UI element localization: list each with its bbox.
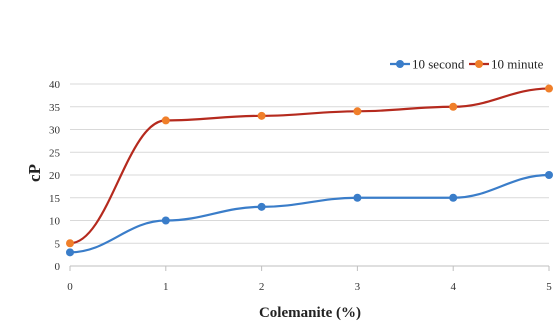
y-tick-label-25: 25 <box>49 147 61 159</box>
data-point-10-second-2 <box>257 202 266 211</box>
y-tick-label-5: 5 <box>55 238 61 250</box>
data-point-10-second-0 <box>66 248 74 257</box>
y-tick-label-15: 15 <box>49 193 61 205</box>
legend: 10 second 10 minute <box>390 57 544 72</box>
y-tick-label-0: 0 <box>55 261 61 273</box>
data-point-10-minute-4 <box>449 102 458 111</box>
data-point-10-minute-5 <box>545 84 553 93</box>
data-point-10-second-4 <box>449 193 458 202</box>
series-line-10-second <box>69 173 550 254</box>
series-layer <box>66 84 553 257</box>
legend-label-10-second: 10 second <box>412 57 465 72</box>
gridlines <box>70 83 549 244</box>
legend-marker-10-second <box>396 60 404 68</box>
y-tick-label-30: 30 <box>49 125 61 137</box>
data-point-10-second-1 <box>161 216 170 225</box>
y-axis-title: cP <box>25 164 44 182</box>
legend-marker-10-minute <box>475 60 483 68</box>
data-point-10-minute-1 <box>161 116 170 125</box>
series-line-10-minute <box>69 87 550 245</box>
y-tick-label-40: 40 <box>49 79 61 91</box>
data-point-10-minute-0 <box>66 239 74 248</box>
x-tick-label-5: 5 <box>546 281 552 293</box>
data-point-10-second-5 <box>545 171 553 179</box>
x-tick-label-0: 0 <box>67 281 73 293</box>
y-tick-label-10: 10 <box>49 216 61 228</box>
data-point-10-minute-3 <box>353 107 362 116</box>
legend-label-10-minute: 10 minute <box>491 57 544 72</box>
x-tick-label-2: 2 <box>259 281 265 293</box>
x-tick-label-3: 3 <box>355 281 361 293</box>
axes: 0 5 10 15 20 25 30 35 40 0 1 2 3 4 5 <box>49 79 552 293</box>
data-point-10-minute-2 <box>257 111 266 120</box>
x-tick-label-4: 4 <box>450 281 456 293</box>
data-point-10-second-3 <box>353 193 362 202</box>
y-tick-label-20: 20 <box>49 170 61 182</box>
x-tick-label-1: 1 <box>163 281 169 293</box>
y-tick-label-35: 35 <box>49 102 61 114</box>
x-axis-title: Colemanite (%) <box>259 305 361 321</box>
